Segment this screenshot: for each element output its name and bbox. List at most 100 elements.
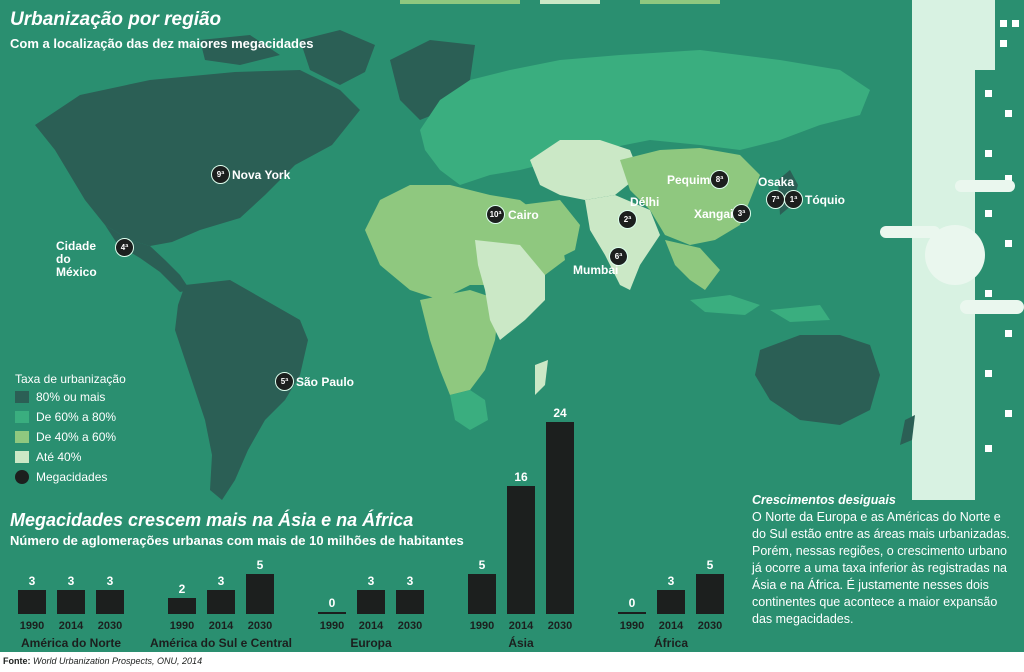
- map-title: Urbanização por região: [10, 9, 222, 30]
- group-label: América do Sul e Central: [149, 636, 293, 650]
- city-label: Nova York: [232, 168, 291, 182]
- legend-item: Até 40%: [36, 450, 82, 464]
- bar-value-label: 5: [256, 558, 264, 572]
- bar: [18, 590, 46, 614]
- north-america: [35, 30, 375, 246]
- note-box: Crescimentos desiguais O Norte da Europa…: [752, 492, 1014, 628]
- bar: [357, 590, 385, 614]
- year-label: 2030: [247, 620, 273, 632]
- bar-value-label: 3: [367, 574, 375, 588]
- bar: [657, 590, 685, 614]
- bar-value-label: 0: [328, 596, 336, 610]
- city-label: Tóquio: [805, 193, 845, 207]
- bar-value-label: 16: [514, 470, 528, 484]
- legend-item: Megacidades: [36, 470, 108, 484]
- group-label: América do Norte: [20, 636, 122, 650]
- city-rank-badge: 10ª: [486, 205, 505, 224]
- bar-value-label: 2: [178, 582, 186, 596]
- bar-value-label: 5: [706, 558, 714, 572]
- arabia: [520, 200, 580, 260]
- bar-value-label: 3: [667, 574, 675, 588]
- south-america: [175, 280, 308, 500]
- year-label: 2014: [208, 620, 234, 632]
- note-title: Crescimentos desiguais: [752, 493, 896, 507]
- southeast-asia: [665, 240, 720, 290]
- australia: [755, 335, 880, 425]
- year-label: 1990: [319, 620, 345, 632]
- legend-item: 80% ou mais: [36, 390, 106, 404]
- chart-subtitle: Número de aglomerações urbanas com mais …: [10, 533, 464, 548]
- city-rank-badge: 8ª: [710, 170, 729, 189]
- city-rank-badge: 3ª: [732, 204, 751, 223]
- legend-item: De 60% a 80%: [36, 410, 117, 424]
- group-label: Europa: [350, 636, 392, 650]
- city-label: Xangai: [694, 207, 734, 221]
- bar: [96, 590, 124, 614]
- year-label: 1990: [619, 620, 645, 632]
- bar-value-label: 0: [628, 596, 636, 610]
- indonesia: [690, 295, 830, 322]
- bar-value-label: 3: [217, 574, 225, 588]
- legend-item: De 40% a 60%: [36, 430, 117, 444]
- city-label: Délhi: [630, 195, 660, 209]
- bar: [318, 612, 346, 614]
- central-asia: [530, 140, 640, 200]
- legend-title: Taxa de urbanização: [15, 372, 126, 386]
- bar-value-label: 24: [553, 406, 567, 420]
- bar-value-label: 3: [28, 574, 36, 588]
- year-label: 2030: [397, 620, 423, 632]
- city-label: Osaka: [758, 175, 795, 189]
- city-rank-badge: 7ª: [766, 190, 785, 209]
- bar-value-label: 5: [478, 558, 486, 572]
- group-label: África: [653, 636, 688, 650]
- year-label: 2030: [547, 620, 573, 632]
- city-rank-badge: 2ª: [618, 210, 637, 229]
- year-label: 2014: [358, 620, 384, 632]
- group-label: Ásia: [508, 636, 534, 650]
- year-label: 2014: [508, 620, 534, 632]
- europe-russia: [420, 50, 870, 185]
- southern-africa: [450, 390, 488, 430]
- city-rank-badge: 9ª: [211, 165, 230, 184]
- greenland: [390, 40, 475, 120]
- year-label: 2030: [697, 620, 723, 632]
- bar-value-label: 3: [406, 574, 414, 588]
- chart-title: Megacidades crescem mais na Ásia e na Áf…: [10, 510, 414, 530]
- source-label: Fonte:: [3, 656, 31, 666]
- city-rank-badge: 5ª: [275, 372, 294, 391]
- bar: [207, 590, 235, 614]
- year-label: 2030: [97, 620, 123, 632]
- madagascar: [535, 360, 548, 395]
- bar: [696, 574, 724, 614]
- year-label: 2014: [658, 620, 684, 632]
- city-label: Mumbai: [573, 263, 619, 277]
- year-label: 1990: [169, 620, 195, 632]
- bar-value-label: 3: [67, 574, 75, 588]
- year-label: 1990: [19, 620, 45, 632]
- east-africa: [475, 240, 545, 340]
- bar: [246, 574, 274, 614]
- bar: [57, 590, 85, 614]
- note-text: O Norte da Europa e as Américas do Norte…: [752, 510, 1010, 626]
- decorative-buildings: [400, 0, 1024, 510]
- city-label: São Paulo: [296, 375, 355, 389]
- city-label: Cidade do México: [56, 239, 97, 279]
- city-rank-badge: 6ª: [609, 247, 628, 266]
- year-label: 2014: [58, 620, 84, 632]
- city-rank-badge: 4ª: [115, 238, 134, 257]
- bar: [396, 590, 424, 614]
- city-label: Pequim: [667, 173, 711, 187]
- legend-swatches: [15, 391, 29, 484]
- new-zealand: [900, 415, 915, 445]
- bar: [168, 598, 196, 614]
- bar: [618, 612, 646, 614]
- source-text: World Urbanization Prospects, ONU, 2014: [33, 656, 203, 666]
- bar: [507, 486, 535, 614]
- footer: Fonte: World Urbanization Prospects, ONU…: [0, 652, 1024, 672]
- city-rank-badge: 1ª: [784, 190, 803, 209]
- map-subtitle: Com a localização das dez maiores megaci…: [10, 36, 314, 51]
- year-label: 1990: [469, 620, 495, 632]
- bar-value-label: 3: [106, 574, 114, 588]
